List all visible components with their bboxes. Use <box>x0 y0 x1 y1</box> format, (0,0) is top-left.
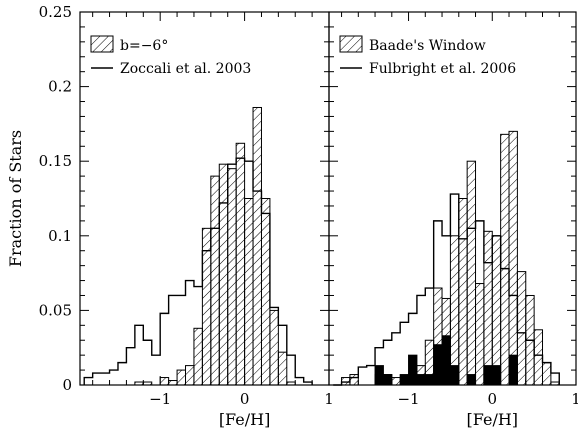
right-baade-s-window-bar <box>516 271 527 386</box>
left-zoccali-et-al-2003-line <box>83 157 313 385</box>
right-solid-bar <box>491 365 502 386</box>
right-baade-s-window-bar <box>500 133 510 386</box>
right-x-tick-label: 1 <box>571 390 578 408</box>
y-axis-label: Fraction of Stars <box>6 130 25 267</box>
y-tick-label: 0.1 <box>48 227 72 245</box>
right-baade-s-window-bar <box>466 160 477 386</box>
right-solid-bar <box>433 344 443 386</box>
right-x-tick-label: 0 <box>487 390 497 408</box>
right-legend-label-1: Baade's Window <box>369 38 486 54</box>
right-baade-s-window-bar <box>458 198 468 386</box>
right-x-tick-label: −1 <box>397 390 419 408</box>
left-x-axis-label: [Fe/H] <box>219 410 271 429</box>
left-legend-hatched-swatch <box>90 35 114 53</box>
left-b-6-bar <box>210 175 220 386</box>
left-b-6-bar <box>176 369 187 386</box>
left-b-6-bar <box>227 168 237 386</box>
right-series-layer <box>333 130 560 386</box>
right-solid-bar <box>399 374 410 386</box>
left-b-6-bar <box>201 227 212 386</box>
left-series-layer <box>83 106 313 386</box>
right-solid-bar <box>408 354 418 386</box>
left-x-tick-label: −1 <box>149 390 171 408</box>
left-b-6-bar <box>159 377 170 386</box>
right-baade-s-window-bar <box>533 329 544 386</box>
right-tick-labels: −1 0 1 <box>397 390 578 408</box>
left-x-tick-label: 0 <box>240 390 250 408</box>
left-b-6-bar <box>235 142 246 386</box>
right-solid-bar <box>441 335 451 386</box>
y-tick-label: 0 <box>62 376 72 394</box>
right-baade-s-window-bar <box>449 235 460 386</box>
right-solid-bar <box>416 374 426 386</box>
right-ticks <box>329 11 577 386</box>
right-solid-bar <box>483 365 493 386</box>
right-baade-s-window-bar <box>483 230 493 386</box>
right-solid-bar <box>424 374 435 386</box>
right-baade-s-window-bar <box>491 235 502 386</box>
right-solid-bar <box>466 374 477 386</box>
left-panel: −1 0 1 0 0.05 0.1 0.15 0.2 0.25 b=−6° Zoccali et… <box>39 3 334 429</box>
y-tick-label: 0.25 <box>39 3 72 21</box>
right-solid-bar <box>374 365 384 386</box>
right-plot-frame <box>328 11 577 386</box>
left-b-6-bar <box>244 198 254 386</box>
right-baade-s-window-bar <box>391 377 401 386</box>
right-baade-s-window-bar <box>475 283 485 386</box>
right-baade-s-window-bar <box>542 362 552 386</box>
left-tick-labels: −1 0 1 0 0.05 0.1 0.15 0.2 0.25 <box>39 3 334 408</box>
right-baade-s-window-bar <box>341 377 351 386</box>
left-b-6-bar <box>252 106 262 386</box>
right-solid-bar <box>508 354 518 386</box>
right-legend-label-2: Fulbright et al. 2006 <box>369 61 516 77</box>
right-legend-hatched-swatch <box>339 35 363 53</box>
left-b-6-bar <box>185 365 195 386</box>
left-b-6-bar <box>218 163 229 386</box>
left-legend: b=−6° Zoccali et al. 2003 <box>90 35 251 77</box>
right-solid-bar <box>449 365 460 386</box>
y-tick-label: 0.15 <box>39 152 72 170</box>
left-legend-label-2: Zoccali et al. 2003 <box>120 61 251 77</box>
right-x-axis-label: [Fe/H] <box>467 410 519 429</box>
right-panel: −1 0 1 Baade's Window Fulbright et al. 200… <box>328 11 578 429</box>
right-solid-bar <box>382 374 393 386</box>
left-legend-label-1: b=−6° <box>120 38 168 54</box>
y-tick-label: 0.2 <box>48 78 72 96</box>
right-baade-s-window-bar <box>349 374 359 386</box>
left-b-6-bar <box>260 198 271 386</box>
left-b-6-bar <box>277 351 288 386</box>
left-b-6-bar <box>269 309 279 386</box>
left-b-6-bar <box>193 327 203 386</box>
right-fulbright-et-al-2006-line <box>333 193 560 386</box>
y-tick-label: 0.05 <box>39 301 72 319</box>
right-legend: Baade's Window Fulbright et al. 2006 <box>339 35 516 77</box>
left-b-6-bar <box>168 380 178 386</box>
left-x-tick-label: 1 <box>324 390 334 408</box>
right-baade-s-window-bar <box>508 130 518 386</box>
